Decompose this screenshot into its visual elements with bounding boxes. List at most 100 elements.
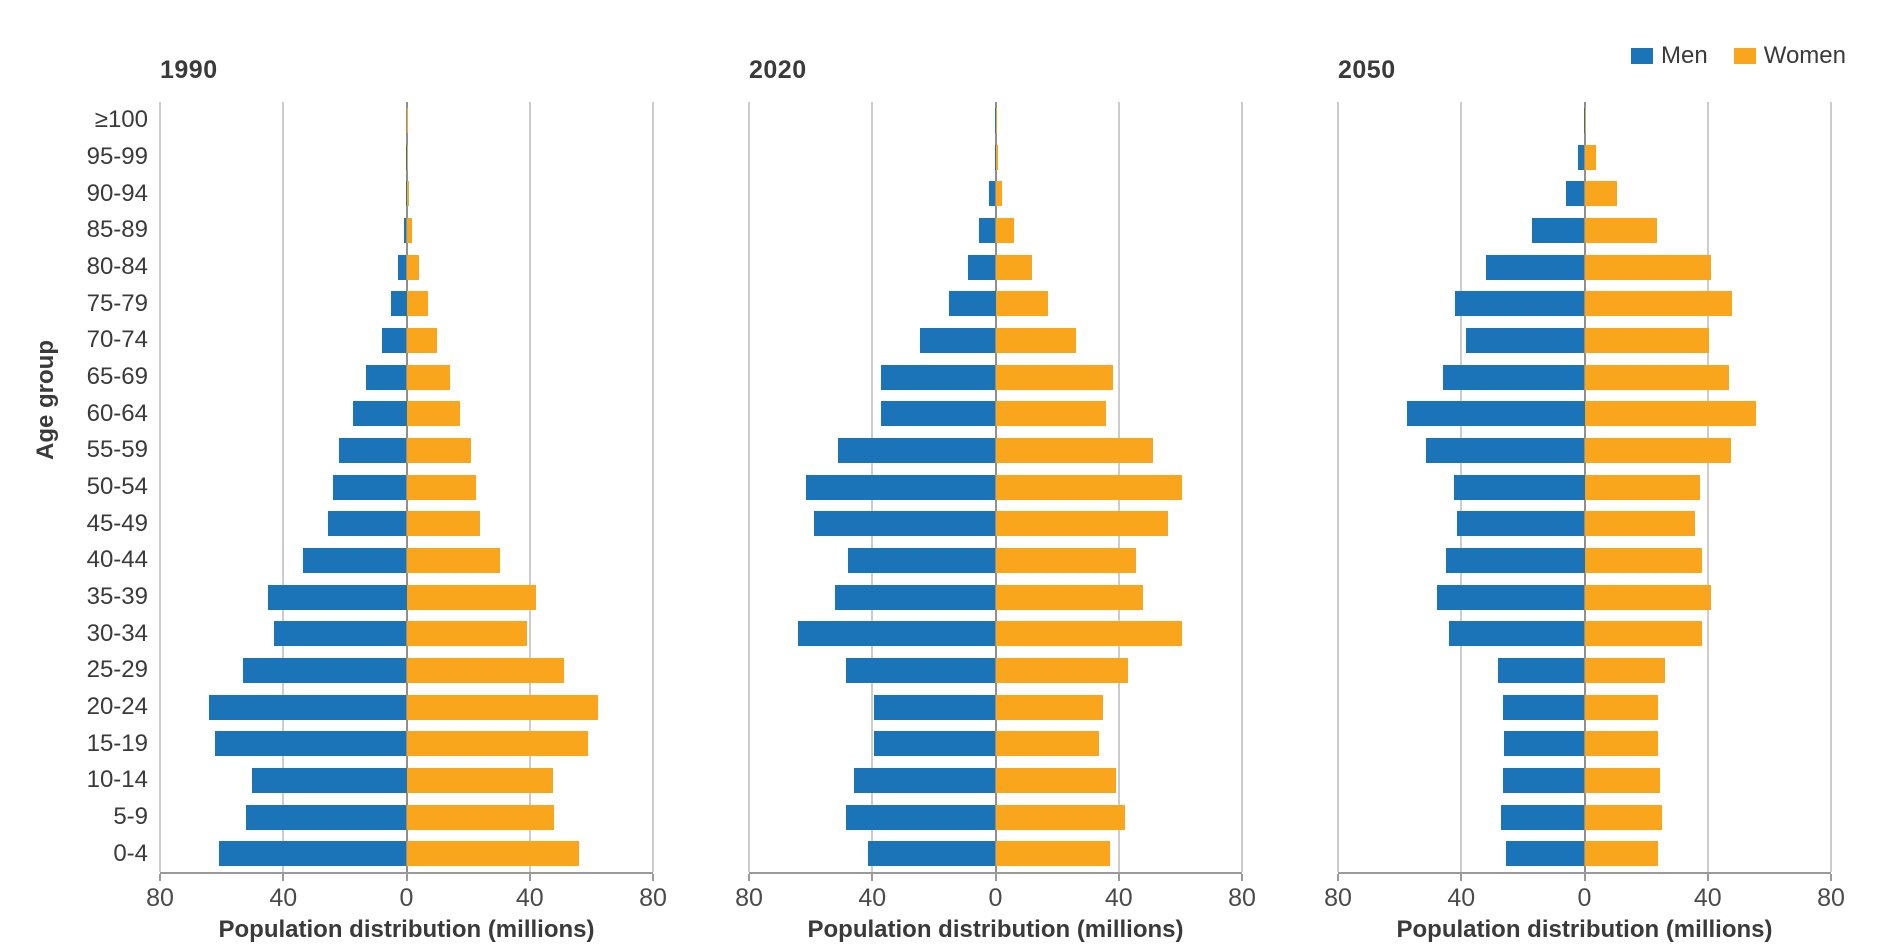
x-axis-title: Population distribution (millions)	[218, 916, 595, 943]
bar-men-40-44	[303, 547, 407, 573]
age-group-label-75-79: 75-79	[86, 289, 148, 317]
bar-men-85-89	[404, 217, 407, 243]
bar-men-50-54	[1453, 474, 1585, 500]
bar-men-30-34	[274, 621, 407, 647]
bar-men-75-79	[1455, 291, 1585, 317]
bar-women-35-39	[406, 584, 536, 610]
bar-men-60-64	[352, 401, 407, 427]
age-group-label-65-69: 65-69	[86, 363, 148, 390]
age-group-label-90-94: 90-94	[86, 179, 148, 207]
x-tick-label: 80	[1817, 884, 1845, 912]
bar-women-70-74	[995, 327, 1076, 353]
bar-women-80-84	[1584, 254, 1711, 280]
bar-women-70-74	[406, 327, 438, 353]
bar-men-0-4	[1505, 841, 1585, 867]
gridline	[1830, 102, 1832, 872]
x-tick-mark	[282, 874, 285, 881]
x-tick-mark	[1241, 874, 1243, 881]
age-group-label-40-44: 40-44	[86, 546, 148, 574]
bar-men-65-69	[881, 364, 996, 390]
bar-women-30-34	[995, 621, 1182, 647]
bar-women-5-9	[995, 804, 1125, 830]
bar-men-10-14	[1502, 767, 1585, 793]
bar-men-35-39	[835, 584, 996, 610]
bar-men-75-79	[391, 291, 407, 317]
age-group-label-25-29: 25-29	[86, 656, 148, 684]
plot-area-2050	[1337, 102, 1832, 874]
bar-women-65-69	[406, 364, 450, 390]
bar-women-10-14	[406, 767, 553, 793]
bar-men-45-49	[813, 511, 996, 537]
bar-men-70-74	[381, 327, 407, 353]
gridline	[748, 102, 750, 872]
bar-men-45-49	[327, 511, 407, 537]
bar-men-30-34	[798, 621, 996, 647]
panel-title-2020: 2020	[749, 56, 807, 84]
bar-men-35-39	[1436, 584, 1585, 610]
bar-women-40-44	[406, 547, 501, 573]
x-tick-label: 0	[1577, 884, 1592, 912]
bar-women-20-24	[1584, 694, 1659, 720]
gridline	[159, 102, 161, 872]
bar-women-75-79	[406, 291, 429, 317]
bar-women-10-14	[995, 767, 1116, 793]
gridline	[1706, 102, 1709, 872]
bar-men-0-4	[867, 841, 996, 867]
bar-men-10-14	[853, 767, 996, 793]
bar-men-0-4	[218, 841, 407, 867]
bar-men-80-84	[398, 254, 407, 280]
bar-women-80-84	[995, 254, 1033, 280]
bar-women-95-99	[1584, 144, 1596, 170]
gridline	[282, 102, 285, 872]
bar-men-50-54	[332, 474, 407, 500]
x-tick-mark	[1337, 874, 1339, 881]
bar-men-80-84	[1485, 254, 1585, 280]
bar-men-40-44	[847, 547, 996, 573]
bar-women-25-29	[406, 657, 564, 683]
bar-women-95-99	[406, 144, 408, 170]
bar-men-20-24	[1502, 694, 1585, 720]
bar-men-10-14	[252, 767, 407, 793]
bar-men-25-29	[243, 657, 407, 683]
age-group-label-10-14: 10-14	[86, 766, 148, 794]
x-tick-label: 0	[399, 884, 414, 912]
bar-women-30-34	[406, 621, 527, 647]
bar-men-5-9	[846, 804, 996, 830]
bar-men-65-69	[1442, 364, 1585, 390]
bar-women-20-24	[995, 694, 1104, 720]
x-tick-label: 40	[515, 884, 544, 912]
x-tick-label: 80	[639, 884, 667, 912]
bar-men-25-29	[846, 657, 996, 683]
age-group-label-0-4: 0-4	[113, 839, 148, 867]
plot-area-2020	[748, 102, 1243, 874]
bar-women-50-54	[1584, 474, 1701, 500]
bar-men-90-94	[989, 181, 996, 207]
bar-women-90-94	[995, 181, 1003, 207]
bar-men-50-54	[806, 474, 996, 500]
men-legend-swatch	[1631, 48, 1654, 64]
age-group-label-30-34: 30-34	[86, 619, 148, 647]
bar-men-55-59	[838, 437, 996, 463]
x-tick-mark	[1706, 874, 1709, 881]
bar-women-35-39	[995, 584, 1144, 610]
panel-title-1990: 1990	[160, 56, 218, 84]
bar-women-60-64	[995, 401, 1107, 427]
x-tick-mark	[652, 874, 654, 881]
bar-women-55-59	[406, 437, 472, 463]
bar-women-45-49	[995, 511, 1169, 537]
bar-men-ge100	[1583, 107, 1585, 133]
x-tick-mark	[528, 874, 531, 881]
men-legend-label: Men	[1661, 42, 1708, 69]
bar-men-85-89	[978, 217, 996, 243]
bar-women-60-64	[1584, 401, 1756, 427]
x-tick-mark	[1583, 874, 1586, 881]
bar-women-65-69	[1584, 364, 1730, 390]
bar-men-35-39	[267, 584, 407, 610]
age-group-label-95-99: 95-99	[86, 143, 148, 170]
bar-women-75-79	[995, 291, 1048, 317]
bar-women-75-79	[1584, 291, 1733, 317]
bar-women-95-99	[995, 144, 998, 170]
bar-men-80-84	[967, 254, 996, 280]
x-tick-label: 80	[735, 884, 763, 912]
women-legend-swatch	[1733, 48, 1756, 64]
